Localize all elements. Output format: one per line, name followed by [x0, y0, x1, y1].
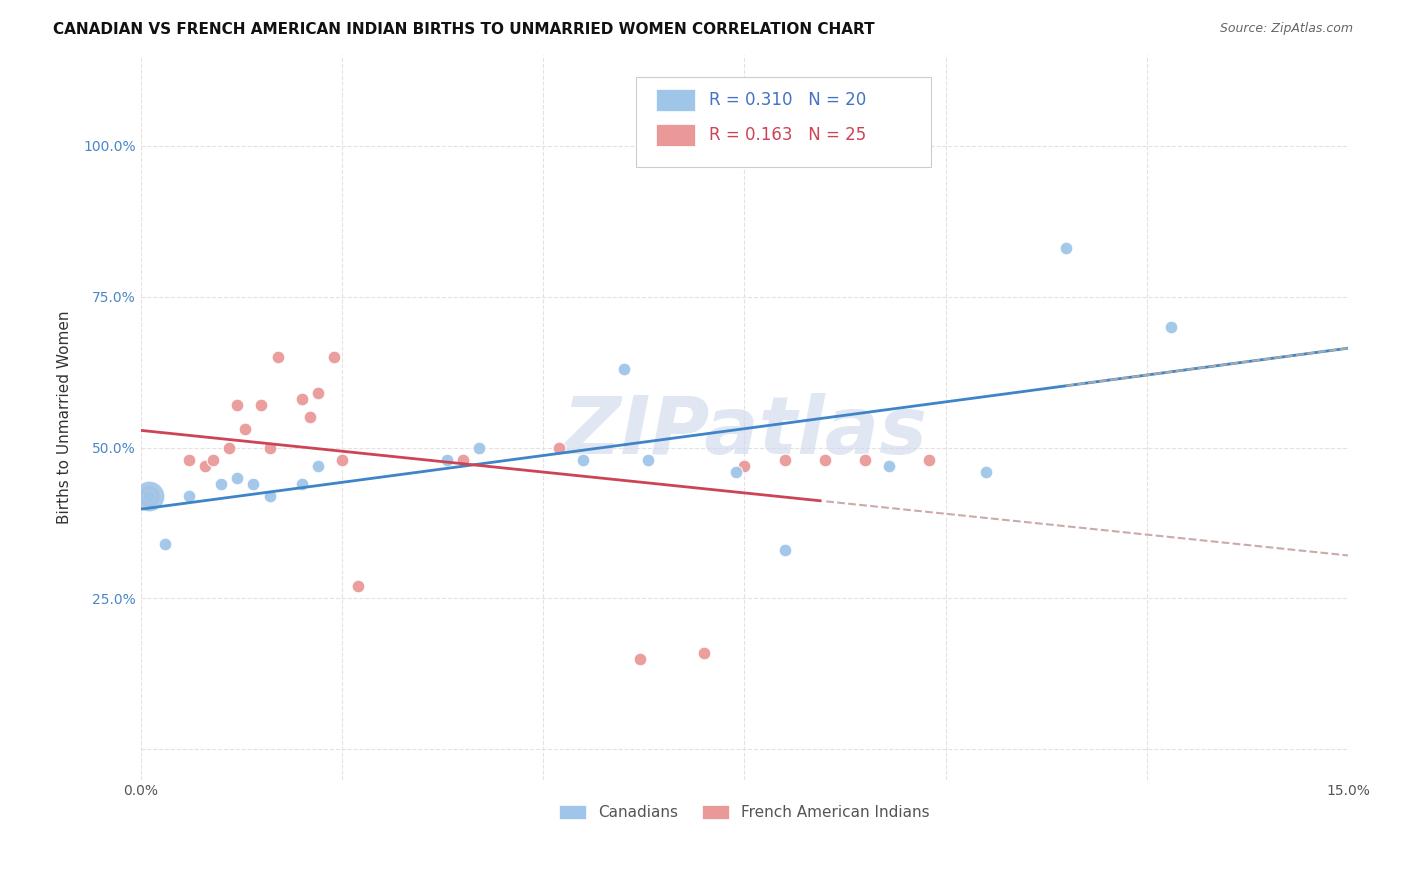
Point — [628, 652, 651, 666]
Point — [451, 452, 474, 467]
Point — [814, 452, 837, 467]
Point — [974, 465, 997, 479]
Point — [153, 537, 176, 551]
Point — [177, 489, 200, 503]
Text: R = 0.310   N = 20: R = 0.310 N = 20 — [710, 91, 866, 109]
Point — [877, 458, 900, 473]
FancyBboxPatch shape — [657, 124, 695, 145]
Point — [259, 489, 281, 503]
Point — [330, 452, 353, 467]
Point — [347, 579, 370, 593]
Point — [218, 441, 240, 455]
Point — [323, 350, 346, 364]
Point — [773, 452, 796, 467]
Legend: Canadians, French American Indians: Canadians, French American Indians — [553, 799, 936, 826]
Point — [773, 543, 796, 558]
Point — [853, 452, 876, 467]
Point — [242, 476, 264, 491]
Y-axis label: Births to Unmarried Women: Births to Unmarried Women — [58, 310, 72, 524]
Point — [307, 458, 329, 473]
Point — [918, 452, 941, 467]
Point — [1160, 319, 1182, 334]
Point — [613, 362, 636, 376]
Point — [693, 646, 716, 660]
Point — [250, 398, 273, 412]
Point — [202, 452, 225, 467]
Point — [235, 422, 257, 436]
Point — [177, 452, 200, 467]
Point — [733, 458, 755, 473]
Point — [725, 465, 748, 479]
Point — [138, 489, 160, 503]
Text: Source: ZipAtlas.com: Source: ZipAtlas.com — [1219, 22, 1353, 36]
FancyBboxPatch shape — [657, 89, 695, 111]
Point — [209, 476, 232, 491]
Point — [307, 386, 329, 401]
Point — [138, 489, 160, 503]
Point — [572, 452, 595, 467]
Point — [291, 392, 314, 407]
Text: R = 0.163   N = 25: R = 0.163 N = 25 — [710, 126, 866, 144]
Point — [266, 350, 288, 364]
Point — [548, 441, 571, 455]
Point — [226, 471, 249, 485]
Point — [194, 458, 217, 473]
Point — [259, 441, 281, 455]
Point — [226, 398, 249, 412]
Point — [468, 441, 491, 455]
Point — [138, 489, 160, 503]
Text: ZIPatlas: ZIPatlas — [562, 392, 927, 471]
Point — [291, 476, 314, 491]
Point — [298, 410, 321, 425]
Point — [436, 452, 458, 467]
Point — [1054, 241, 1077, 255]
Text: CANADIAN VS FRENCH AMERICAN INDIAN BIRTHS TO UNMARRIED WOMEN CORRELATION CHART: CANADIAN VS FRENCH AMERICAN INDIAN BIRTH… — [53, 22, 875, 37]
Point — [637, 452, 659, 467]
Point — [138, 489, 160, 503]
FancyBboxPatch shape — [636, 77, 932, 168]
